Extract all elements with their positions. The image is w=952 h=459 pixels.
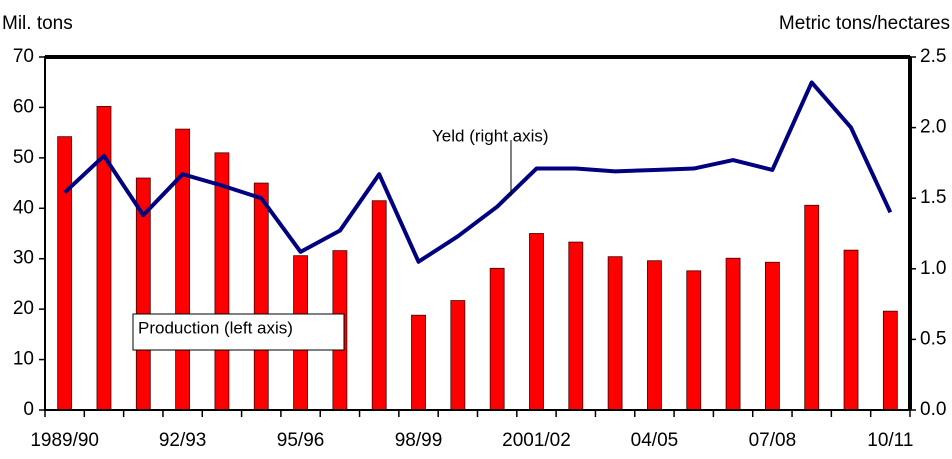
y-tick-label: 40 <box>13 197 34 218</box>
bar <box>686 270 702 411</box>
y2-tick-label: 0.5 <box>920 328 946 349</box>
bar <box>175 128 191 411</box>
bar <box>804 204 820 411</box>
yield-line <box>63 80 893 264</box>
bar <box>411 314 426 411</box>
bar <box>253 182 269 411</box>
y-tick-label: 60 <box>13 96 34 117</box>
bar <box>882 310 898 411</box>
bar <box>764 261 780 411</box>
x-tick-label: 92/93 <box>159 430 207 451</box>
bar <box>450 300 466 411</box>
x-tick-label: 07/08 <box>749 430 797 451</box>
bar <box>607 256 623 411</box>
series-label: Yeld (right axis) <box>432 126 549 145</box>
y-tick-label: 20 <box>13 298 34 319</box>
x-tick-label: 1989/90 <box>30 430 99 451</box>
x-tick-label: 04/05 <box>631 430 679 451</box>
series-label: Production (left axis) <box>138 318 293 337</box>
bar <box>529 233 544 411</box>
x-tick-label: 10/11 <box>867 430 913 451</box>
y2-tick-label: 0.0 <box>920 399 946 420</box>
bar <box>489 267 505 411</box>
y-tick-label: 0 <box>23 399 34 420</box>
y-axis-title: Mil. tons <box>2 13 73 34</box>
bar <box>647 260 662 411</box>
x-tick-label: 98/99 <box>395 430 443 451</box>
bar <box>725 257 741 411</box>
y2-axis-title: Metric tons/hectares <box>779 13 950 34</box>
plot-frame <box>44 56 911 411</box>
x-tick-label: 2001/02 <box>502 430 571 451</box>
y-tick-label: 30 <box>13 248 34 269</box>
x-tick-label: 95/96 <box>277 430 325 451</box>
y-tick-label: 50 <box>13 147 34 168</box>
y2-tick-label: 1.5 <box>920 187 946 208</box>
bar <box>843 249 859 411</box>
bar <box>568 241 584 411</box>
y2-tick-label: 2.5 <box>920 46 946 67</box>
y-tick-label: 10 <box>13 349 34 370</box>
bar <box>96 106 112 411</box>
bar <box>214 152 230 411</box>
y2-tick-label: 2.0 <box>920 117 946 138</box>
y-tick-label: 70 <box>13 46 34 67</box>
bar <box>57 136 73 411</box>
label-box <box>132 313 345 351</box>
y2-tick-label: 1.0 <box>920 258 946 279</box>
bar <box>371 200 387 411</box>
